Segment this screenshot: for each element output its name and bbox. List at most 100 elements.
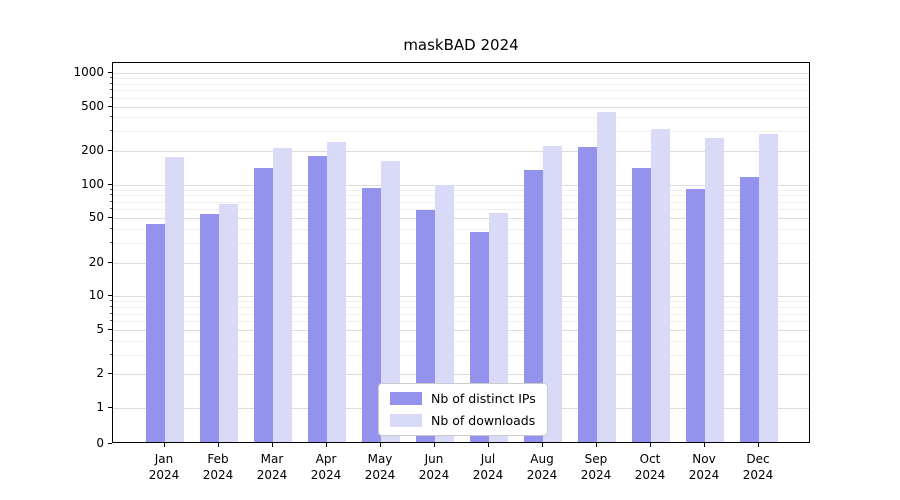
x-axis-tick-label: Jun 2024 [418,452,450,483]
minor-gridline [113,97,809,99]
legend-swatch [390,414,422,427]
legend: Nb of distinct IPs Nb of downloads [378,383,548,436]
y-axis-tick [108,443,112,444]
bar-nb-of-distinct-ips [362,188,381,442]
bar-nb-of-downloads [759,134,778,442]
minor-gridline [113,131,809,133]
bar-nb-of-distinct-ips [740,177,759,442]
y-axis-tick [108,406,112,408]
y-axis-minor-tick [110,228,112,230]
bar-nb-of-distinct-ips [308,156,327,442]
major-gridline [113,184,809,186]
major-gridline [113,374,809,376]
y-axis-minor-tick [110,312,112,314]
y-axis-tick [108,261,112,263]
y-axis-minor-tick [110,320,112,322]
chart-title: maskBAD 2024 [403,36,519,54]
legend-item: Nb of distinct IPs [390,391,536,406]
x-axis-tick-label: Dec 2024 [742,452,774,483]
major-gridline [113,151,809,153]
minor-gridline [113,83,809,85]
x-axis-tick [164,443,165,447]
y-axis-tick [108,150,112,152]
major-gridline [113,72,809,74]
y-axis-minor-tick [110,130,112,132]
legend-label: Nb of downloads [431,413,536,428]
y-axis-tick-label: 1000 [73,64,104,79]
bar-nb-of-downloads [597,112,616,442]
minor-gridline [113,313,809,315]
major-gridline [113,329,809,331]
bar-nb-of-downloads [273,148,292,442]
y-axis-tick [108,71,112,73]
bar-nb-of-downloads [165,157,184,442]
x-axis-tick [434,443,435,447]
y-axis-tick-label: 200 [81,143,104,158]
x-axis-tick-label: Aug 2024 [526,452,558,483]
minor-gridline [113,321,809,323]
x-axis-tick-label: Nov 2024 [688,452,720,483]
major-gridline [113,262,809,264]
x-axis-tick [650,443,651,447]
bar-nb-of-downloads [543,146,562,442]
bar-nb-of-downloads [705,138,724,442]
minor-gridline [113,229,809,231]
bar-nb-of-distinct-ips [686,189,705,442]
bar-nb-of-distinct-ips [200,214,219,442]
x-axis-tick [218,443,219,447]
major-gridline [113,106,809,108]
x-axis-tick [272,443,273,447]
bar-nb-of-downloads [219,204,238,442]
major-gridline [113,296,809,298]
legend-label: Nb of distinct IPs [431,391,536,406]
minor-gridline [113,340,809,342]
bar-nb-of-distinct-ips [146,224,165,442]
bar-nb-of-downloads [381,161,400,442]
x-axis-tick-label: Jan 2024 [148,452,180,483]
x-axis-tick [488,443,489,447]
y-axis-minor-tick [110,306,112,308]
y-axis-tick-label: 5 [96,321,104,336]
y-axis-tick [108,328,112,330]
y-axis-tick-label: 50 [88,210,104,225]
minor-gridline [113,307,809,309]
y-axis-minor-tick [110,339,112,341]
minor-gridline [113,301,809,303]
minor-gridline [113,189,809,191]
y-axis-tick-label: 500 [81,98,104,113]
minor-gridline [113,78,809,80]
x-axis-tick-label: May 2024 [364,452,396,483]
y-axis-tick-label: 1 [96,399,104,414]
bar-nb-of-downloads [435,185,454,442]
x-axis-tick [542,443,543,447]
y-axis-minor-tick [110,353,112,355]
bar-nb-of-downloads [651,129,670,442]
minor-gridline [113,243,809,245]
x-axis-tick-label: Jul 2024 [472,452,504,483]
minor-gridline [113,354,809,356]
y-axis-minor-tick [110,200,112,202]
y-axis-tick [108,105,112,107]
y-axis-tick [108,373,112,375]
bar-nb-of-downloads [327,142,346,442]
minor-gridline [113,117,809,119]
y-axis-minor-tick [110,77,112,79]
plot-area: Nb of distinct IPs Nb of downloads [112,62,810,443]
y-axis-tick [108,183,112,185]
x-axis-tick [704,443,705,447]
y-axis-minor-tick [110,194,112,196]
y-axis-minor-tick [110,300,112,302]
y-axis-tick-label: 0 [96,436,104,450]
y-axis-tick-label: 10 [88,288,104,303]
bar-nb-of-distinct-ips [578,147,597,442]
bar-nb-of-distinct-ips [524,170,543,442]
y-axis-minor-tick [110,96,112,98]
y-axis-tick-label: 20 [88,254,104,269]
legend-item: Nb of downloads [390,413,536,428]
y-axis-minor-tick [110,242,112,244]
y-axis-minor-tick [110,116,112,118]
minor-gridline [113,195,809,197]
bars [113,63,809,442]
y-axis-tick-label: 100 [81,176,104,191]
